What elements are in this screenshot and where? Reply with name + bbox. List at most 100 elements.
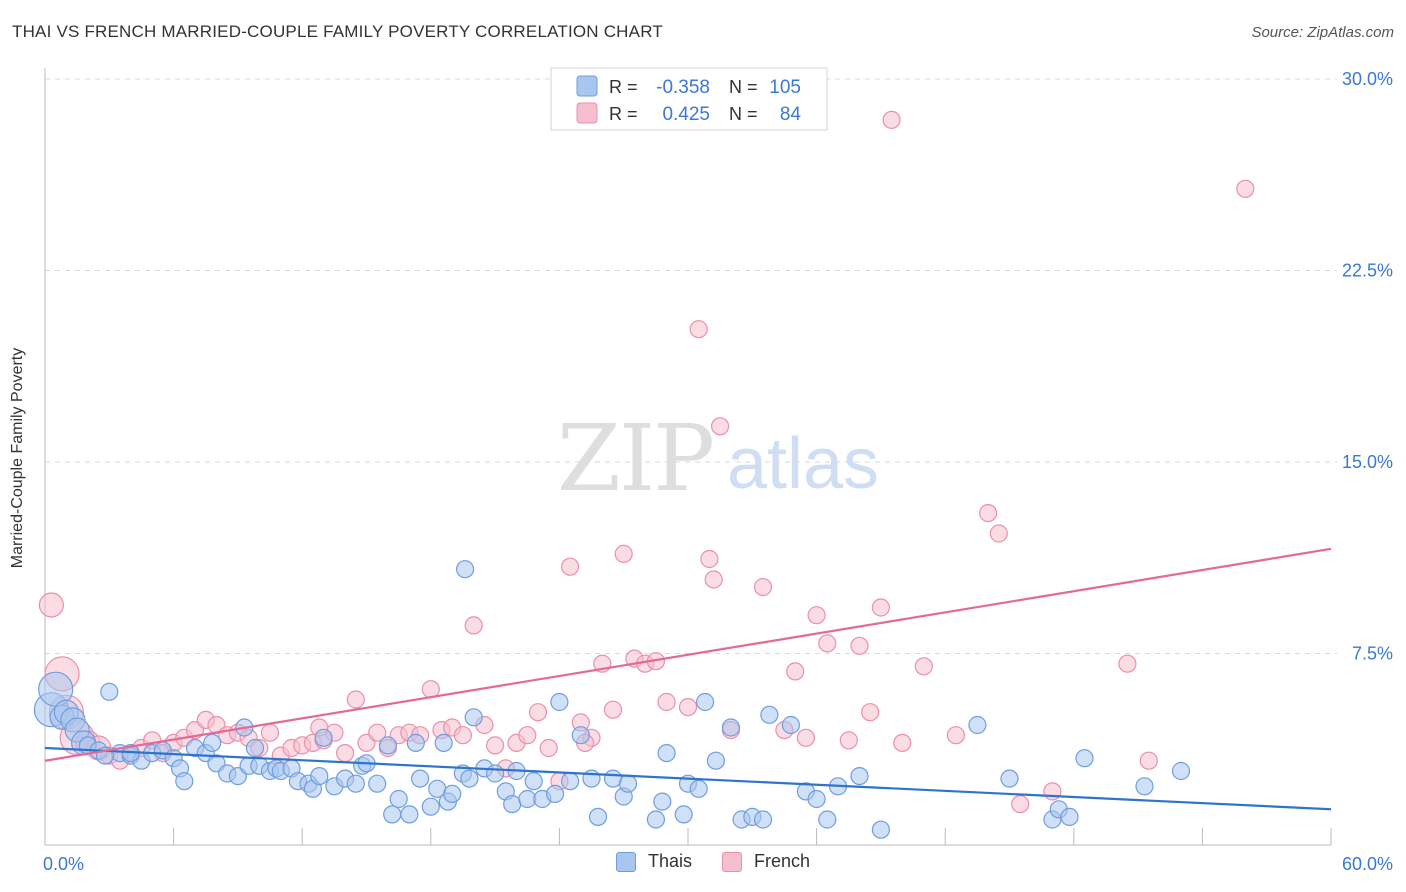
thai-point-100 — [1075, 749, 1094, 768]
thai-point-39 — [346, 774, 365, 793]
thai-point-56 — [464, 708, 483, 727]
thai-point-67 — [550, 692, 569, 712]
thai-point-104 — [245, 738, 265, 758]
thai-point-75 — [646, 810, 666, 829]
french-point-58 — [657, 692, 676, 712]
thai-point-21 — [203, 733, 222, 753]
french-point-46 — [528, 703, 548, 722]
french-point-76 — [946, 726, 966, 745]
french-point-28 — [336, 743, 355, 763]
chart-source: Source: ZipAtlas.com — [1251, 24, 1394, 41]
thai-point-87 — [760, 705, 779, 724]
french-point-31 — [368, 723, 387, 742]
y-tick-label-1: 15.0% — [1342, 452, 1393, 472]
legend-french-n-value: 84 — [780, 104, 802, 125]
thai-point-52 — [434, 733, 453, 753]
thai-point-45 — [389, 789, 408, 809]
french-point-78 — [989, 524, 1008, 543]
thai-point-61 — [503, 794, 522, 814]
thai-point-57 — [456, 560, 475, 579]
french-point-47 — [539, 738, 558, 758]
thai-point-96 — [1000, 769, 1019, 788]
french-point-39 — [453, 726, 472, 745]
thai-point-102 — [1171, 761, 1191, 781]
x-tick-label-1: 60.0% — [1342, 854, 1393, 874]
french-point-84 — [1236, 179, 1255, 198]
legend-thai-n-value: 105 — [769, 77, 801, 98]
thai-point-99 — [1060, 807, 1079, 827]
french-point-73 — [871, 598, 891, 617]
french-point-29 — [346, 690, 365, 709]
thai-point-86 — [753, 810, 773, 829]
thai-point-47 — [406, 733, 425, 753]
french-point-64 — [753, 577, 773, 597]
legend-thai-r-value: -0.358 — [656, 77, 710, 98]
thai-point-94 — [871, 820, 891, 839]
legend-thai-swatch — [576, 75, 598, 97]
legend-french-swatch — [576, 102, 598, 124]
thai-point-35 — [310, 766, 329, 786]
thai-points — [33, 560, 1191, 839]
french-point-66 — [786, 662, 805, 681]
french-point-77 — [978, 503, 998, 523]
french-point-42 — [486, 736, 505, 755]
french-point-70 — [839, 731, 858, 750]
thai-point-91 — [818, 810, 837, 829]
french-point-75 — [914, 657, 933, 676]
french-point-81 — [1118, 654, 1137, 673]
legend-item-french[interactable]: French — [722, 851, 810, 872]
thai-point-43 — [378, 736, 397, 755]
french-point-61 — [710, 417, 730, 436]
french-point-82 — [1139, 751, 1158, 770]
french-point-45 — [518, 726, 537, 745]
y-tick-label-0: 7.5% — [1352, 644, 1393, 664]
thai-point-90 — [807, 789, 826, 809]
thai-point-53 — [443, 784, 462, 804]
legend-french-n-label: N = — [729, 104, 758, 124]
thai-point-42 — [368, 774, 387, 793]
thai-point-48 — [411, 769, 430, 788]
french-point-59 — [678, 697, 698, 717]
french-point-67 — [796, 728, 816, 747]
grid-lines — [45, 78, 1337, 654]
tick-labels: 7.5% 15.0% 22.5% 30.0% 0.0% 60.0% — [43, 69, 1393, 874]
series-legend: Thais French — [616, 851, 840, 872]
chart-title: THAI VS FRENCH MARRIED-COUPLE FAMILY POV… — [12, 22, 663, 41]
thai-point-44 — [383, 805, 402, 824]
french-point-21 — [260, 723, 280, 742]
french-point-68 — [807, 606, 826, 625]
thai-point-59 — [486, 764, 505, 783]
french-point-74 — [893, 733, 912, 753]
legend-item-thais[interactable]: Thais — [616, 851, 692, 872]
french-point-83 — [882, 110, 901, 130]
y-tick-label-2: 22.5% — [1342, 261, 1393, 281]
watermark-zip: ZIP — [557, 405, 713, 512]
french-point-49 — [560, 557, 580, 576]
watermark: ZIP atlas — [557, 405, 879, 512]
thai-point-78 — [674, 805, 693, 824]
french-point-40 — [464, 616, 483, 635]
french-point-60 — [689, 320, 708, 339]
french-swatch — [722, 851, 743, 872]
thai-point-64 — [524, 772, 543, 791]
french-point-54 — [614, 544, 633, 564]
french-point-85 — [700, 549, 719, 569]
thai-point-76 — [653, 792, 672, 811]
french-trendline — [44, 547, 1332, 762]
legend-thai-n-label: N = — [729, 77, 758, 97]
thai-point-49 — [421, 797, 440, 816]
stats-legend: R = -0.358 N = 105 R = 0.425 N = 84 — [550, 67, 828, 131]
french-point-0 — [38, 592, 65, 618]
thai-point-101 — [1135, 777, 1154, 796]
thai-point-55 — [460, 769, 479, 788]
thai-point-88 — [781, 715, 801, 735]
thai-point-95 — [968, 715, 987, 735]
thai-point-82 — [706, 751, 726, 770]
thai-point-36 — [314, 728, 333, 747]
french-point-72 — [861, 703, 880, 722]
thai-point-74 — [618, 774, 638, 793]
thai-point-71 — [588, 807, 608, 827]
thai-point-46 — [400, 805, 419, 824]
thais-label: Thais — [648, 851, 693, 871]
